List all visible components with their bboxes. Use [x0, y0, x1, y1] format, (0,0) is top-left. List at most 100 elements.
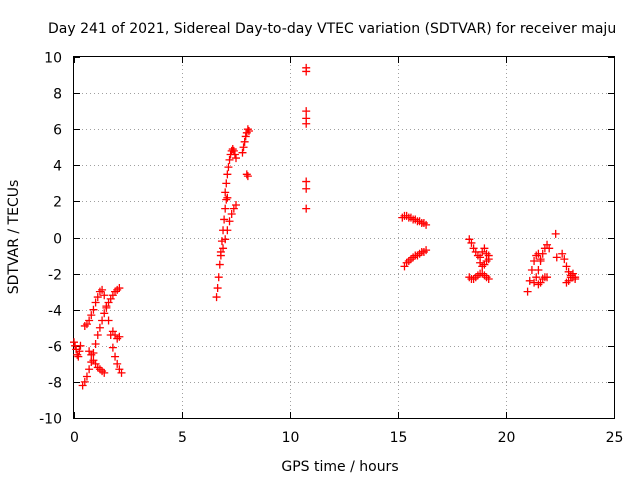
- data-series: [476, 251, 493, 271]
- data-point: [100, 291, 109, 300]
- data-point: [230, 150, 239, 159]
- data-point: [225, 217, 234, 226]
- data-point: [70, 338, 78, 347]
- data-point: [213, 284, 222, 293]
- data-point: [91, 339, 100, 348]
- axis-ticks: [74, 57, 615, 419]
- data-point: [302, 204, 311, 213]
- data-series: [400, 246, 431, 271]
- data-point: [74, 352, 83, 361]
- data-point: [302, 107, 311, 116]
- data-series: [551, 229, 561, 262]
- data-point: [221, 188, 230, 197]
- data-point: [220, 215, 229, 224]
- data-point: [75, 347, 84, 356]
- data-point: [232, 154, 240, 163]
- data-point: [239, 143, 248, 152]
- data-point: [87, 350, 96, 359]
- data-series: [534, 273, 552, 289]
- data-point: [223, 193, 232, 202]
- data-point: [552, 253, 561, 262]
- data-point: [238, 148, 247, 157]
- x-tick-label: 10: [282, 430, 300, 446]
- data-series: [398, 211, 431, 229]
- data-point: [221, 204, 230, 213]
- y-tick-label: 0: [53, 232, 62, 248]
- data-point: [215, 260, 224, 269]
- data-point: [223, 170, 232, 179]
- data-point: [302, 119, 311, 128]
- data-point: [224, 163, 233, 172]
- data-point: [227, 210, 236, 219]
- data-point: [232, 201, 240, 210]
- data-point: [93, 330, 102, 339]
- data-point: [221, 235, 230, 244]
- y-tick-label: 2: [53, 195, 62, 211]
- data-series: [221, 145, 240, 197]
- data-point: [536, 256, 545, 265]
- data-point: [302, 67, 311, 76]
- data-point: [551, 229, 560, 238]
- y-axis-label: SDTVAR / TECUs: [6, 180, 22, 295]
- data-point: [480, 244, 489, 253]
- data-point: [422, 246, 431, 255]
- data-point: [223, 226, 232, 235]
- data-series: [85, 347, 109, 377]
- gridlines: [74, 57, 614, 418]
- data-point: [244, 127, 253, 136]
- data-point: [104, 316, 113, 325]
- data-point: [219, 244, 228, 253]
- data-point: [76, 341, 85, 350]
- data-point: [98, 285, 107, 294]
- x-axis-label: GPS time / hours: [281, 459, 398, 475]
- data-point: [91, 298, 100, 307]
- data-series: [70, 338, 85, 361]
- data-point: [562, 262, 571, 271]
- y-tick-label: -8: [48, 376, 62, 392]
- data-series: [216, 201, 240, 260]
- data-point: [216, 251, 225, 260]
- y-tick-labels: -10 -8 -6 -4 -2 0 2 4 6 8 10: [39, 51, 62, 428]
- data-series: [562, 269, 580, 287]
- data-point: [229, 146, 238, 155]
- data-series: [523, 249, 545, 296]
- data-series: [212, 193, 232, 302]
- x-tick-label: 0: [70, 430, 79, 446]
- data-point: [89, 305, 98, 314]
- data-point: [558, 249, 567, 258]
- data-point: [115, 332, 124, 341]
- data-point: [102, 302, 111, 311]
- data-point: [484, 275, 493, 284]
- data-point: [484, 251, 493, 260]
- x-tick-label: 25: [606, 430, 624, 446]
- y-tick-label: 4: [53, 159, 62, 175]
- data-point: [108, 343, 117, 352]
- data-point: [302, 184, 311, 193]
- data-series: [242, 170, 252, 181]
- data-point: [545, 244, 554, 253]
- data-point: [243, 172, 252, 181]
- y-tick-label: 8: [53, 87, 62, 103]
- data-series: [465, 269, 493, 284]
- data-point: [85, 365, 94, 374]
- y-tick-label: -2: [48, 268, 62, 284]
- data-series: [238, 125, 253, 157]
- chart-title: Day 241 of 2021, Sidereal Day-to-day VTE…: [48, 21, 616, 37]
- data-point: [93, 293, 102, 302]
- data-point: [543, 273, 552, 282]
- data-point: [523, 287, 532, 296]
- data-point: [212, 293, 221, 302]
- y-tick-label: -6: [48, 340, 62, 356]
- y-tick-label: -4: [48, 304, 62, 320]
- data-point: [222, 179, 231, 188]
- data-point: [571, 273, 580, 282]
- data-point: [214, 273, 223, 282]
- data-point: [560, 255, 569, 264]
- data-point: [225, 155, 234, 164]
- data-point: [302, 177, 311, 186]
- data-point: [228, 145, 237, 154]
- data-point: [100, 368, 109, 377]
- data-point: [240, 137, 249, 146]
- data-point: [538, 249, 547, 258]
